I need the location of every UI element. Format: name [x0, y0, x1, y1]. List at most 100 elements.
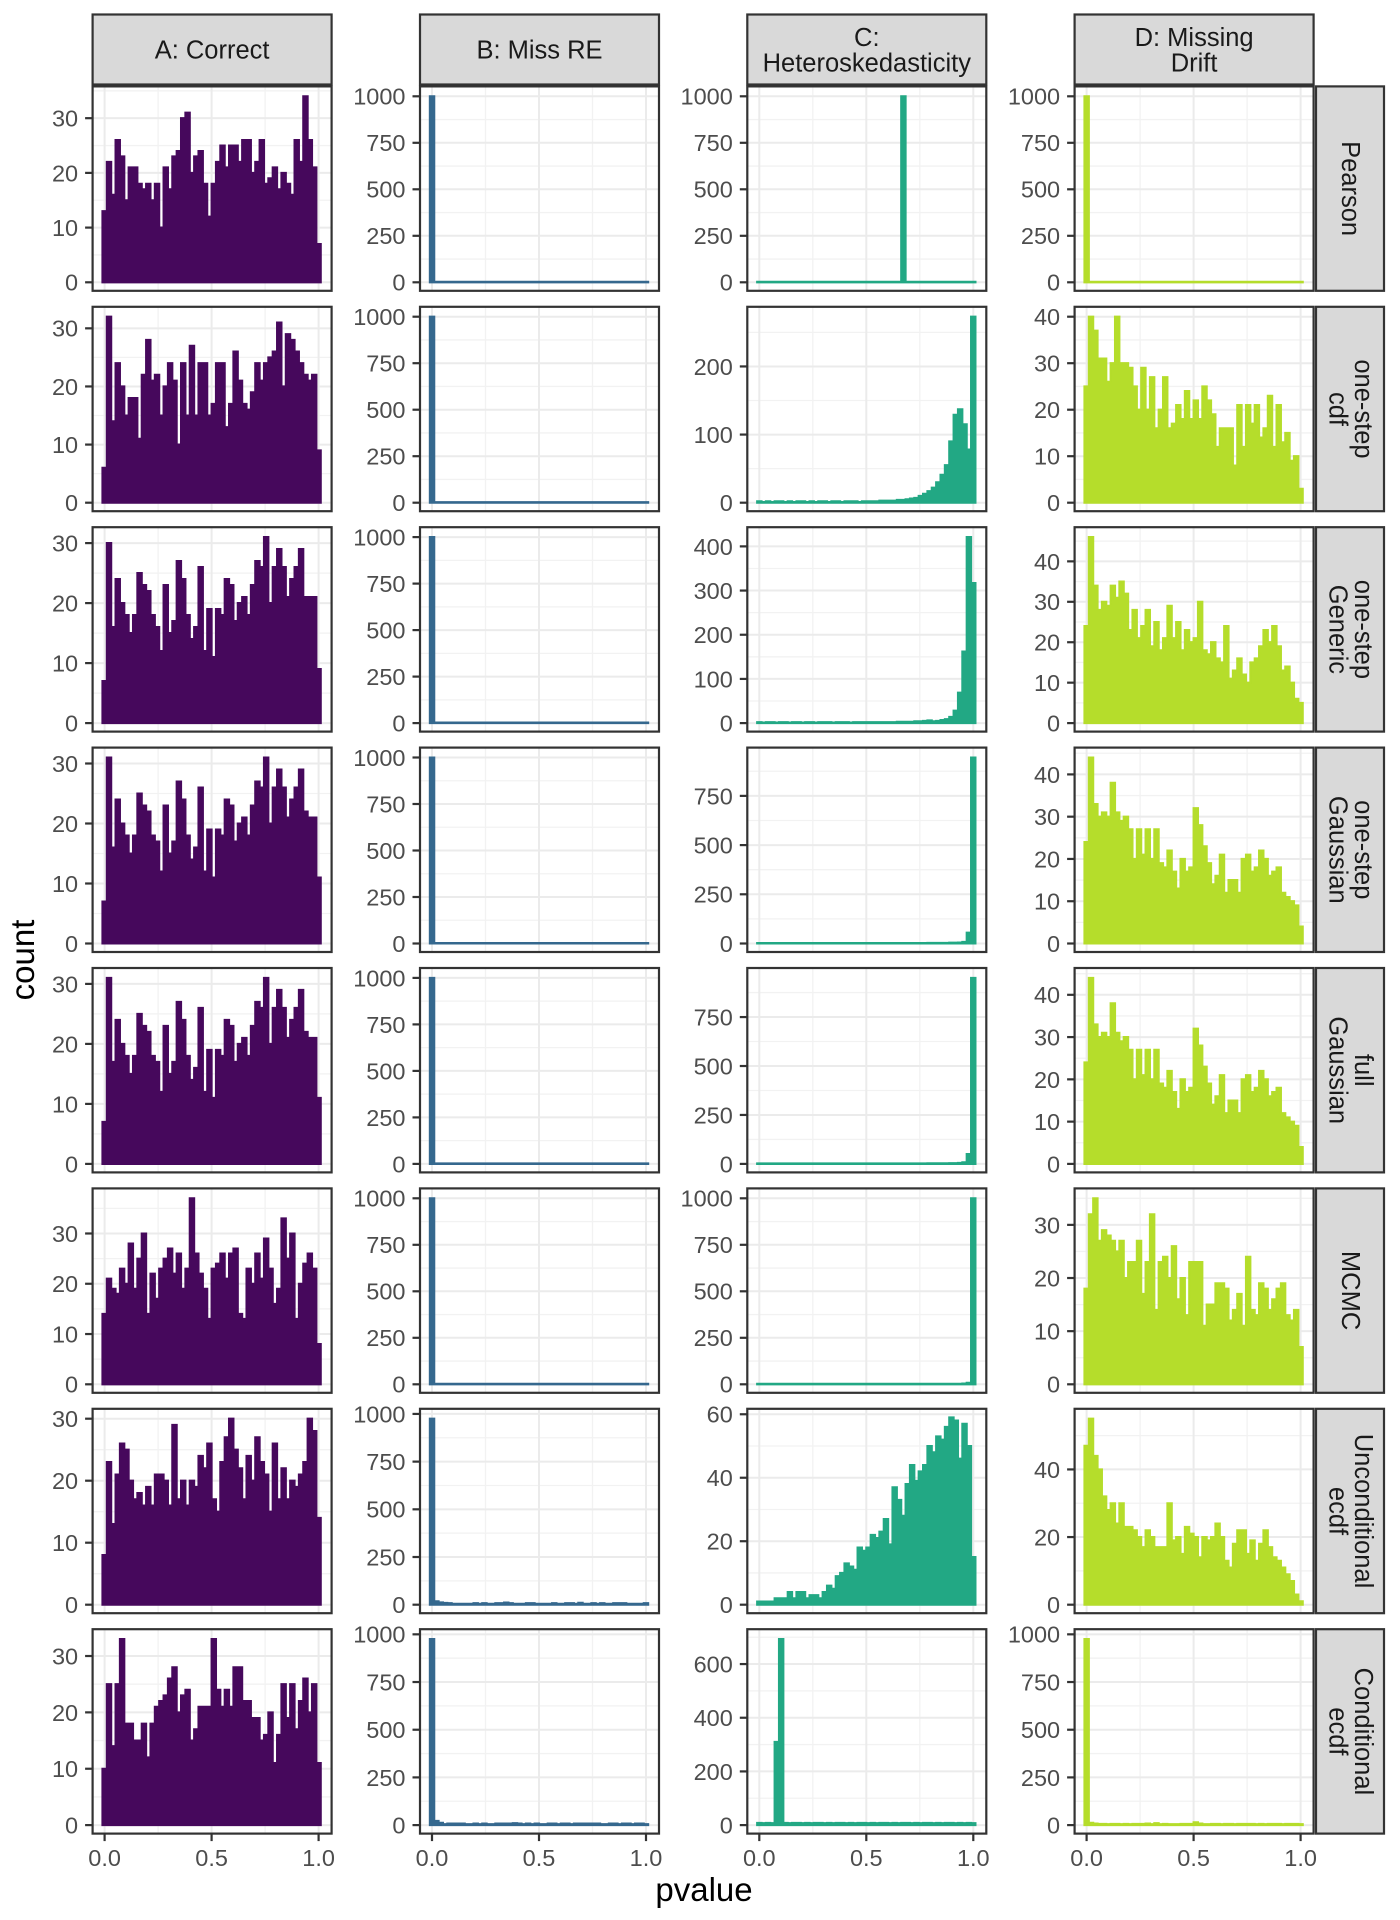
- svg-text:250: 250: [366, 884, 405, 910]
- svg-text:30: 30: [1034, 351, 1060, 377]
- svg-text:20: 20: [52, 1468, 78, 1494]
- svg-text:0: 0: [392, 711, 405, 737]
- svg-text:250: 250: [694, 1325, 733, 1351]
- svg-text:20: 20: [52, 374, 78, 400]
- svg-text:one-step: one-step: [1349, 580, 1377, 679]
- svg-text:Gaussian: Gaussian: [1323, 1016, 1351, 1124]
- svg-text:250: 250: [366, 1765, 405, 1791]
- svg-text:250: 250: [1021, 223, 1060, 249]
- svg-text:0: 0: [1047, 1372, 1060, 1398]
- svg-text:30: 30: [52, 106, 78, 132]
- svg-text:10: 10: [52, 1321, 78, 1347]
- svg-text:Generic: Generic: [1323, 585, 1351, 675]
- svg-text:750: 750: [366, 1012, 405, 1038]
- svg-text:ecdf: ecdf: [1323, 1487, 1351, 1536]
- svg-text:750: 750: [366, 1669, 405, 1695]
- svg-text:0: 0: [65, 1813, 78, 1839]
- svg-text:250: 250: [366, 444, 405, 470]
- svg-text:10: 10: [52, 432, 78, 458]
- svg-text:0: 0: [720, 1592, 733, 1618]
- svg-text:500: 500: [366, 838, 405, 864]
- svg-text:750: 750: [1021, 130, 1060, 156]
- svg-text:0: 0: [720, 1151, 733, 1177]
- svg-text:500: 500: [694, 1279, 733, 1305]
- svg-text:750: 750: [694, 130, 733, 156]
- svg-text:750: 750: [366, 791, 405, 817]
- svg-text:0: 0: [65, 1592, 78, 1618]
- svg-text:1000: 1000: [353, 745, 405, 771]
- svg-text:30: 30: [52, 971, 78, 997]
- svg-text:ecdf: ecdf: [1323, 1707, 1351, 1756]
- svg-text:500: 500: [366, 1279, 405, 1305]
- svg-text:200: 200: [694, 1759, 733, 1785]
- svg-text:C:: C:: [854, 24, 880, 52]
- svg-text:0: 0: [392, 1151, 405, 1177]
- svg-text:Conditional: Conditional: [1349, 1668, 1377, 1796]
- svg-text:0.5: 0.5: [523, 1845, 556, 1871]
- svg-text:0.5: 0.5: [850, 1845, 883, 1871]
- svg-text:1000: 1000: [1008, 1622, 1060, 1648]
- svg-text:0: 0: [65, 270, 78, 296]
- svg-text:0: 0: [392, 490, 405, 516]
- svg-text:500: 500: [366, 397, 405, 423]
- svg-text:500: 500: [1021, 177, 1060, 203]
- svg-text:0.0: 0.0: [743, 1845, 776, 1871]
- svg-text:30: 30: [1034, 589, 1060, 615]
- svg-text:30: 30: [52, 751, 78, 777]
- svg-text:30: 30: [1034, 804, 1060, 830]
- svg-text:20: 20: [1034, 1067, 1060, 1093]
- svg-text:Heteroskedasticity: Heteroskedasticity: [763, 49, 972, 77]
- svg-text:750: 750: [694, 783, 733, 809]
- svg-text:500: 500: [1021, 1717, 1060, 1743]
- svg-text:0.5: 0.5: [195, 1845, 228, 1871]
- svg-text:400: 400: [694, 534, 733, 560]
- svg-text:10: 10: [52, 1091, 78, 1117]
- svg-text:10: 10: [52, 651, 78, 677]
- svg-text:1000: 1000: [681, 84, 733, 110]
- svg-text:1000: 1000: [353, 965, 405, 991]
- svg-text:500: 500: [366, 1717, 405, 1743]
- svg-text:750: 750: [366, 130, 405, 156]
- svg-text:10: 10: [52, 215, 78, 241]
- svg-text:1000: 1000: [353, 1186, 405, 1212]
- svg-text:100: 100: [694, 422, 733, 448]
- svg-text:750: 750: [366, 571, 405, 597]
- svg-text:250: 250: [366, 1325, 405, 1351]
- svg-text:0.0: 0.0: [88, 1845, 121, 1871]
- svg-text:B: Miss RE: B: Miss RE: [476, 37, 602, 65]
- svg-text:500: 500: [694, 1053, 733, 1079]
- svg-text:1000: 1000: [1008, 84, 1060, 110]
- svg-text:500: 500: [694, 832, 733, 858]
- svg-text:Gaussian: Gaussian: [1323, 796, 1351, 904]
- svg-text:30: 30: [1034, 1024, 1060, 1050]
- svg-text:0: 0: [1047, 1592, 1060, 1618]
- svg-text:60: 60: [707, 1402, 733, 1428]
- svg-text:0: 0: [720, 490, 733, 516]
- svg-text:10: 10: [1034, 889, 1060, 915]
- svg-text:250: 250: [694, 882, 733, 908]
- svg-text:10: 10: [1034, 670, 1060, 696]
- svg-text:Drift: Drift: [1171, 49, 1218, 77]
- svg-text:20: 20: [1034, 630, 1060, 656]
- svg-text:one-step: one-step: [1349, 800, 1377, 899]
- svg-text:Pearson: Pearson: [1336, 141, 1364, 236]
- svg-text:40: 40: [1034, 762, 1060, 788]
- svg-text:750: 750: [694, 1004, 733, 1030]
- svg-text:30: 30: [52, 531, 78, 557]
- svg-text:0: 0: [720, 711, 733, 737]
- svg-text:200: 200: [694, 622, 733, 648]
- svg-text:30: 30: [52, 316, 78, 342]
- svg-text:20: 20: [1034, 1265, 1060, 1291]
- svg-text:750: 750: [1021, 1669, 1060, 1695]
- svg-text:0: 0: [720, 1813, 733, 1839]
- svg-text:750: 750: [694, 1232, 733, 1258]
- svg-text:20: 20: [52, 1700, 78, 1726]
- svg-text:cdf: cdf: [1323, 392, 1351, 427]
- svg-text:pvalue: pvalue: [655, 1871, 752, 1908]
- svg-text:20: 20: [1034, 1524, 1060, 1550]
- svg-text:100: 100: [694, 666, 733, 692]
- svg-text:30: 30: [1034, 1212, 1060, 1238]
- svg-text:250: 250: [694, 1102, 733, 1128]
- svg-text:1000: 1000: [681, 1186, 733, 1212]
- svg-text:20: 20: [52, 160, 78, 186]
